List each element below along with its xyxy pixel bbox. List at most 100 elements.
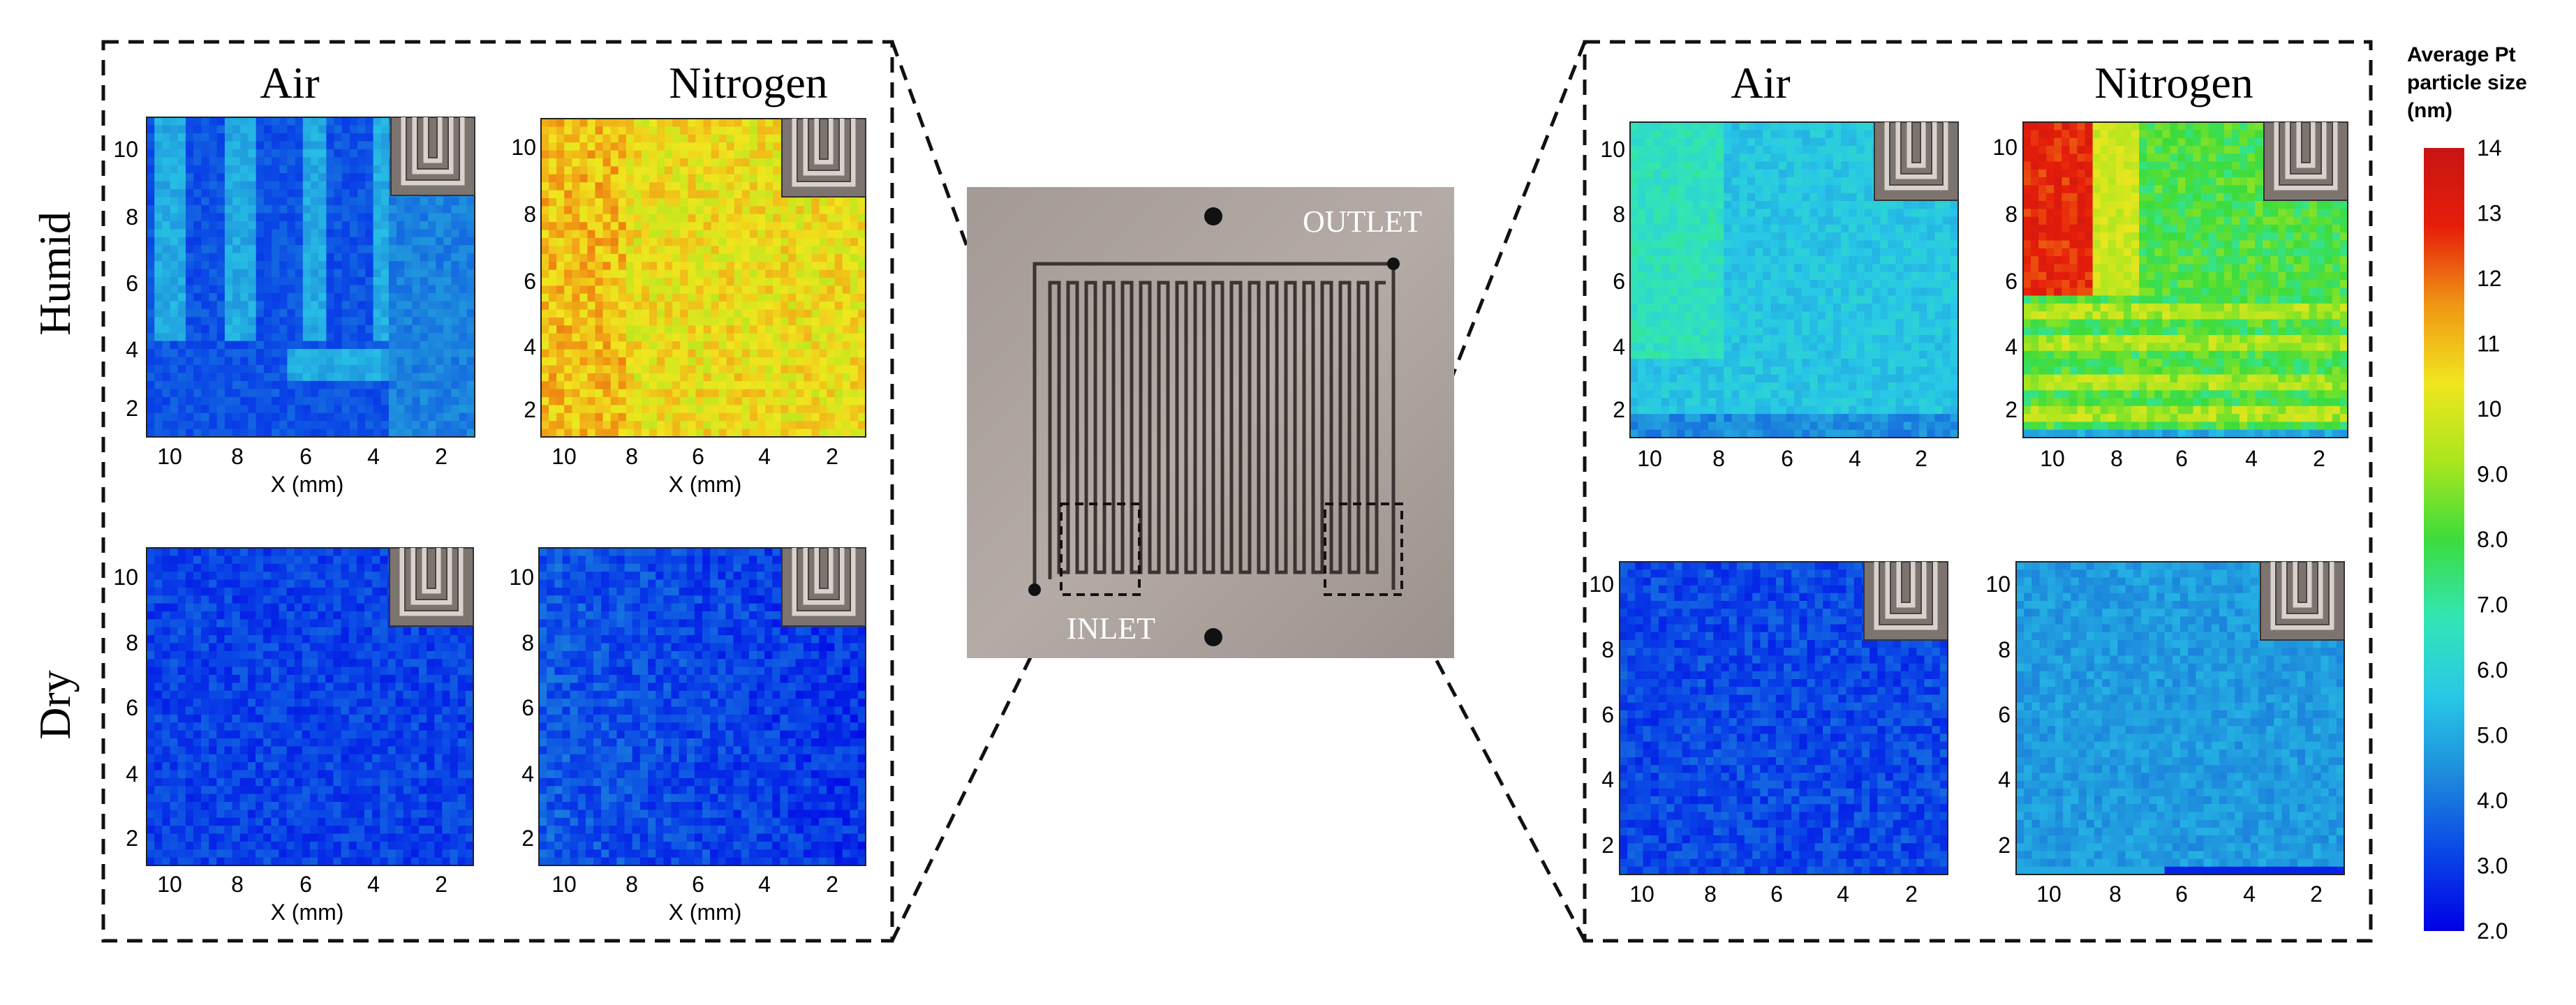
heatmap-cell	[595, 357, 604, 366]
heatmap-cell	[703, 405, 712, 414]
heatmap-cell	[765, 230, 773, 239]
heatmap-cell	[595, 166, 604, 175]
heatmap-cell	[773, 238, 781, 246]
heatmap-cell	[811, 381, 820, 390]
heatmap-cell	[595, 421, 604, 430]
heatmap-cell	[459, 301, 468, 310]
heatmap-cell	[232, 777, 241, 787]
heatmap-cell	[626, 405, 635, 414]
heatmap-cell	[325, 587, 334, 596]
heatmap-cell	[326, 181, 335, 190]
heatmap-cell	[466, 349, 475, 358]
heatmap-cell	[364, 706, 373, 715]
heatmap-cell	[579, 190, 589, 199]
heatmap-cell	[765, 333, 773, 342]
heatmap-cell	[333, 730, 342, 739]
heatmap-cell	[162, 611, 171, 620]
heatmap-cell	[564, 198, 572, 207]
heatmap-cell	[162, 833, 171, 842]
heatmap-cell	[302, 611, 311, 620]
heatmap-cell	[773, 405, 781, 414]
heatmap-cell	[657, 126, 665, 135]
heatmap-cell	[711, 397, 720, 405]
heatmap-cell	[177, 794, 186, 803]
heatmap-cell	[216, 722, 225, 731]
heatmap-cell	[633, 293, 642, 302]
heatmap-cell	[834, 246, 843, 255]
heatmap-cell	[310, 738, 318, 747]
heatmap-cell	[595, 397, 604, 405]
heatmap-cell	[334, 429, 343, 438]
heatmap-cell	[541, 389, 549, 398]
heatmap-cell	[247, 754, 256, 763]
heatmap-cell	[318, 292, 327, 302]
heatmap-cell	[556, 126, 565, 135]
heatmap-cell	[310, 683, 318, 692]
heatmap-cell	[193, 221, 202, 230]
heatmap-cell	[726, 293, 735, 302]
heatmap-cell	[443, 308, 452, 318]
heatmap-cell	[388, 237, 397, 246]
heatmap-cell	[403, 802, 412, 810]
heatmap-cell	[388, 229, 397, 238]
heatmap-cell	[224, 603, 233, 612]
heatmap-cell	[765, 214, 773, 223]
heatmap-cell	[564, 421, 572, 430]
heatmap-cell	[193, 548, 202, 556]
heatmap-cell	[420, 405, 429, 414]
heatmap-cell	[154, 603, 163, 612]
heatmap-cell	[294, 786, 303, 795]
heatmap-cell	[626, 381, 635, 390]
heatmap-cell	[263, 643, 272, 652]
heatmap-cell	[788, 325, 797, 334]
heatmap-cell	[665, 397, 673, 405]
heatmap-cell	[443, 357, 452, 366]
heatmap-cell	[224, 714, 233, 723]
heatmap-cell	[302, 817, 311, 826]
heatmap-cell	[357, 357, 366, 366]
heatmap-cell	[749, 285, 758, 295]
heatmap-cell	[780, 357, 789, 366]
inlet-label: INLET	[1067, 611, 1155, 646]
heatmap-cell	[170, 389, 179, 398]
heatmap-cell	[457, 833, 466, 842]
heatmap-cell	[372, 841, 380, 850]
heatmap-cell	[457, 794, 466, 803]
heatmap-cell	[657, 134, 665, 143]
heatmap-cell	[465, 802, 474, 810]
heatmap-cell	[410, 777, 420, 787]
heatmap-cell	[224, 810, 233, 819]
heatmap-cell	[626, 238, 635, 246]
heatmap-cell	[263, 133, 272, 142]
heatmap-cell	[263, 817, 272, 826]
heatmap-cell	[349, 301, 358, 310]
heatmap-cell	[626, 309, 635, 318]
heatmap-cell	[326, 165, 335, 174]
heatmap-cell	[857, 302, 866, 311]
heatmap-cell	[579, 309, 589, 318]
heatmap-cell	[224, 770, 233, 779]
heatmap-cell	[741, 222, 750, 231]
heatmap-cell	[294, 762, 303, 771]
heatmap-cell	[162, 405, 171, 414]
heatmap-cell	[466, 197, 475, 206]
heatmap-cell	[649, 429, 658, 438]
heatmap-cell	[711, 389, 720, 398]
heatmap-cell	[734, 246, 743, 255]
heatmap-cell	[610, 238, 619, 246]
heatmap-cell	[256, 317, 265, 326]
heatmap-cell	[757, 182, 766, 191]
heatmap-cell	[334, 405, 343, 414]
heatmap-cell	[564, 119, 572, 127]
heatmap-cell	[373, 301, 382, 310]
heatmap-cell	[541, 166, 549, 175]
heatmap-cell	[657, 405, 665, 414]
heatmap-cell	[403, 770, 412, 779]
heatmap-cell	[170, 157, 179, 166]
heatmap-cell	[443, 213, 452, 222]
heatmap-cell	[318, 667, 326, 676]
heatmap-cell	[216, 563, 225, 572]
heatmap-cell	[302, 802, 311, 810]
heatmap-cell	[734, 142, 743, 151]
heatmap-cell	[326, 189, 335, 198]
